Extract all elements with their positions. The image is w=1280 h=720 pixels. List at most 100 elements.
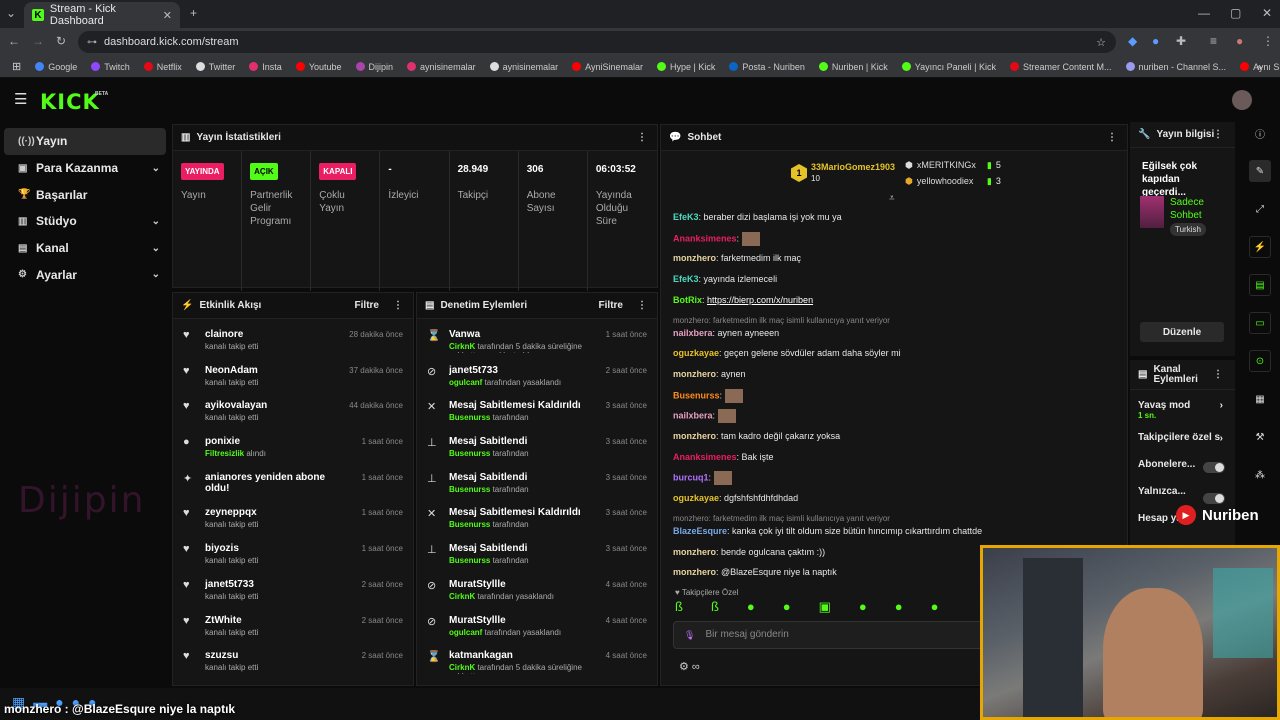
expand-icon[interactable]: ⤢ xyxy=(1256,203,1264,215)
chat-username[interactable]: Busenurss xyxy=(673,389,720,400)
chat-username[interactable]: nailxbera xyxy=(673,410,713,421)
back-icon[interactable]: ← xyxy=(8,34,20,48)
avatar[interactable] xyxy=(1232,90,1252,110)
followers-only-label[interactable]: Takipçilere özel s xyxy=(1138,432,1221,443)
chat-message[interactable]: BotRix: https://bierp.com/x/nuriben xyxy=(673,294,983,306)
chat-message[interactable]: EfeK3: yayında izlemeceli xyxy=(673,273,983,285)
settings-icon[interactable]: ⁂ xyxy=(1255,469,1265,481)
site-info-icon[interactable]: ⊶ xyxy=(87,36,97,48)
list-item[interactable]: ⊘ MuratStyllle CirknK tarafından yasakland… xyxy=(417,573,657,609)
tools-icon[interactable]: ⚒ xyxy=(1255,431,1265,443)
bookmark-item[interactable]: Dijipin xyxy=(355,62,393,72)
list-item[interactable]: ♥ clainore kanalı takip etti 28 dakika önce xyxy=(173,323,413,359)
media-icon[interactable]: ≡ xyxy=(1210,34,1218,48)
chat-username[interactable]: BlazeEsqure xyxy=(673,525,728,536)
url-input[interactable]: ⊶ dashboard.kick.com/stream ☆ xyxy=(78,31,1116,53)
profile-icon[interactable]: ● xyxy=(1236,34,1244,48)
list-item[interactable]: ⊘ MuratStyllle ogulcanf tarafından yasakla… xyxy=(417,609,657,645)
mod-filter-button[interactable]: Filtre xyxy=(598,300,623,311)
emote-only-toggle[interactable] xyxy=(1203,493,1225,504)
chat-more-icon[interactable]: ⋮ xyxy=(1107,131,1117,143)
document-icon[interactable]: ▤ xyxy=(1249,274,1271,296)
bookmark-item[interactable]: Twitch xyxy=(91,62,130,72)
bookmark-item[interactable]: Netflix xyxy=(143,62,182,72)
list-item[interactable]: ● ponixie Filtresizlik alındı 1 saat önce xyxy=(173,430,413,466)
layout-icon[interactable]: ▦ xyxy=(1255,393,1265,405)
chat-username[interactable]: monzhero xyxy=(673,431,717,441)
leader-1[interactable]: 1 33MarioGomez1903 10 xyxy=(791,161,895,185)
hamburger-menu-icon[interactable]: ☰ xyxy=(14,91,28,108)
chevron-down-icon[interactable]: ⌄ xyxy=(151,242,160,254)
chat-username[interactable]: nailxbera xyxy=(673,327,713,338)
minimize-icon[interactable]: — xyxy=(1198,6,1210,20)
bookmark-item[interactable]: Twitter xyxy=(195,62,235,72)
leader-3[interactable]: ⬢ yellowhoodiex ▮ 3 xyxy=(905,175,1001,187)
bookmark-item[interactable]: Insta xyxy=(249,62,282,72)
maximize-icon[interactable]: ▢ xyxy=(1230,6,1242,20)
new-tab-icon[interactable]: + xyxy=(190,6,198,20)
sidebar-item-3[interactable]: ▥ Stüdyo ⌄ xyxy=(4,208,166,235)
actions-more-icon[interactable]: ⋮ xyxy=(1213,368,1223,380)
stats-more-icon[interactable]: ⋮ xyxy=(637,132,647,143)
chat-message[interactable]: monzhero: tam kadro değil çakarız yoksa xyxy=(673,430,983,442)
bookmark-item[interactable]: Aynı Sinemalar - Ça... xyxy=(1240,62,1280,72)
pencil-icon[interactable]: ✎ xyxy=(1249,160,1271,182)
chat-message[interactable]: monzhero: farketmedim ilk maç isimli kul… xyxy=(673,513,983,525)
chevron-down-icon[interactable]: ⌄ xyxy=(151,269,160,281)
list-item[interactable]: ⊥ Mesaj Sabitlendi Busenurss tarafından 3 s… xyxy=(417,430,657,466)
bookmark-item[interactable]: Posta - Nuriben xyxy=(729,62,805,72)
info-more-icon[interactable]: ⋮ xyxy=(1213,129,1223,140)
bookmark-item[interactable]: Nuriben | Kick xyxy=(818,62,888,72)
sidebar-item-0[interactable]: ((·)) Yayın xyxy=(4,128,166,155)
bookmark-star-icon[interactable]: ☆ xyxy=(1096,36,1106,49)
extension-icon[interactable]: ● xyxy=(1152,34,1160,48)
language-tag[interactable]: Turkish xyxy=(1170,223,1206,236)
chat-message[interactable]: Ananksimenes: Bak işte xyxy=(673,451,983,463)
bookmark-item[interactable]: Hype | Kick xyxy=(656,62,715,72)
list-item[interactable]: ⊘ janet5t733 ogulcanf tarafından yasakland… xyxy=(417,359,657,395)
chat-message[interactable]: oguzkayae: geçen gelene sövdüler adam da… xyxy=(673,347,983,359)
list-item[interactable]: ♥ biyozis kanalı takip etti 1 saat önce xyxy=(173,537,413,573)
chat-username[interactable]: monzhero xyxy=(673,253,717,264)
chat-message[interactable]: nailxbera: xyxy=(673,409,983,424)
list-item[interactable]: ♥ szuzsu kanalı takip etti 2 saat önce xyxy=(173,644,413,680)
chat-username[interactable]: monzhero xyxy=(673,567,717,578)
list-item[interactable]: ♥ NeonAdam kanalı takip etti 37 dakika önce xyxy=(173,359,413,395)
slow-mode-label[interactable]: Yavaş mod xyxy=(1138,400,1191,411)
list-item[interactable]: ♥ janet5t733 kanalı takip etti 2 saat önce xyxy=(173,573,413,609)
sidebar-item-5[interactable]: ⚙ Ayarlar ⌄ xyxy=(4,261,166,288)
subs-only-toggle[interactable] xyxy=(1203,462,1225,473)
list-item[interactable]: ♥ zeyneppqx kanalı takip etti 1 saat önce xyxy=(173,501,413,537)
chat-message[interactable]: monzhero: farketmedim ilk maç isimli kul… xyxy=(673,315,983,327)
expand-leaderboard-icon[interactable]: ⩡ xyxy=(889,193,895,204)
taskbar-apps-icon[interactable]: ▦▬●●● xyxy=(12,694,105,710)
chat-message[interactable]: monzhero: aynen xyxy=(673,368,983,380)
extension-shield-icon[interactable]: ◆ xyxy=(1128,34,1138,48)
browser-tab[interactable]: K Stream - Kick Dashboard ✕ xyxy=(24,2,180,28)
chat-message[interactable]: Ananksimenes: xyxy=(673,231,983,246)
tab-search-icon[interactable]: ⌄ xyxy=(6,6,17,20)
bookmark-item[interactable]: aynisinemalar xyxy=(407,62,476,72)
broadcast-icon[interactable]: ⊙ xyxy=(1249,350,1271,372)
bookmark-item[interactable]: Google xyxy=(35,62,77,72)
apps-grid-icon[interactable]: ⊞ xyxy=(12,61,22,73)
forward-icon[interactable]: → xyxy=(32,34,44,48)
chat-message[interactable]: monzhero: farketmedim ilk maç xyxy=(673,252,983,264)
chevron-down-icon[interactable]: ⌄ xyxy=(151,215,160,227)
list-item[interactable]: ⊥ Mesaj Sabitlendi Busenurss tarafından 3 s… xyxy=(417,466,657,502)
close-tab-icon[interactable]: ✕ xyxy=(162,9,172,22)
more-bookmarks-icon[interactable]: » xyxy=(1256,61,1262,72)
bolt-icon[interactable]: ⚡ xyxy=(1249,236,1271,258)
extensions-puzzle-icon[interactable]: ✚ xyxy=(1176,34,1187,48)
list-item[interactable]: ♥ ayikovalayan kanalı takip etti 44 dakika … xyxy=(173,394,413,430)
browser-menu-icon[interactable]: ⋮ xyxy=(1262,34,1274,48)
list-item[interactable]: ⊥ Mesaj Sabitlendi Busenurss tarafından 3 s… xyxy=(417,537,657,573)
chat-username[interactable]: Ananksimenes xyxy=(673,233,737,244)
chat-username[interactable]: BotRix xyxy=(673,294,702,305)
category-link[interactable]: Sadece Sohbet xyxy=(1170,197,1204,221)
list-item[interactable]: ⌛ katmankagan CirknK tarafından 5 dakika s… xyxy=(417,644,657,680)
chat-username[interactable]: monzhero xyxy=(673,368,717,379)
emote-bar[interactable]: ßß●●▣●●● xyxy=(675,599,967,614)
sidebar-item-4[interactable]: ▤ Kanal ⌄ xyxy=(4,235,166,262)
sidebar-item-1[interactable]: ▣ Para Kazanma ⌄ xyxy=(4,155,166,182)
